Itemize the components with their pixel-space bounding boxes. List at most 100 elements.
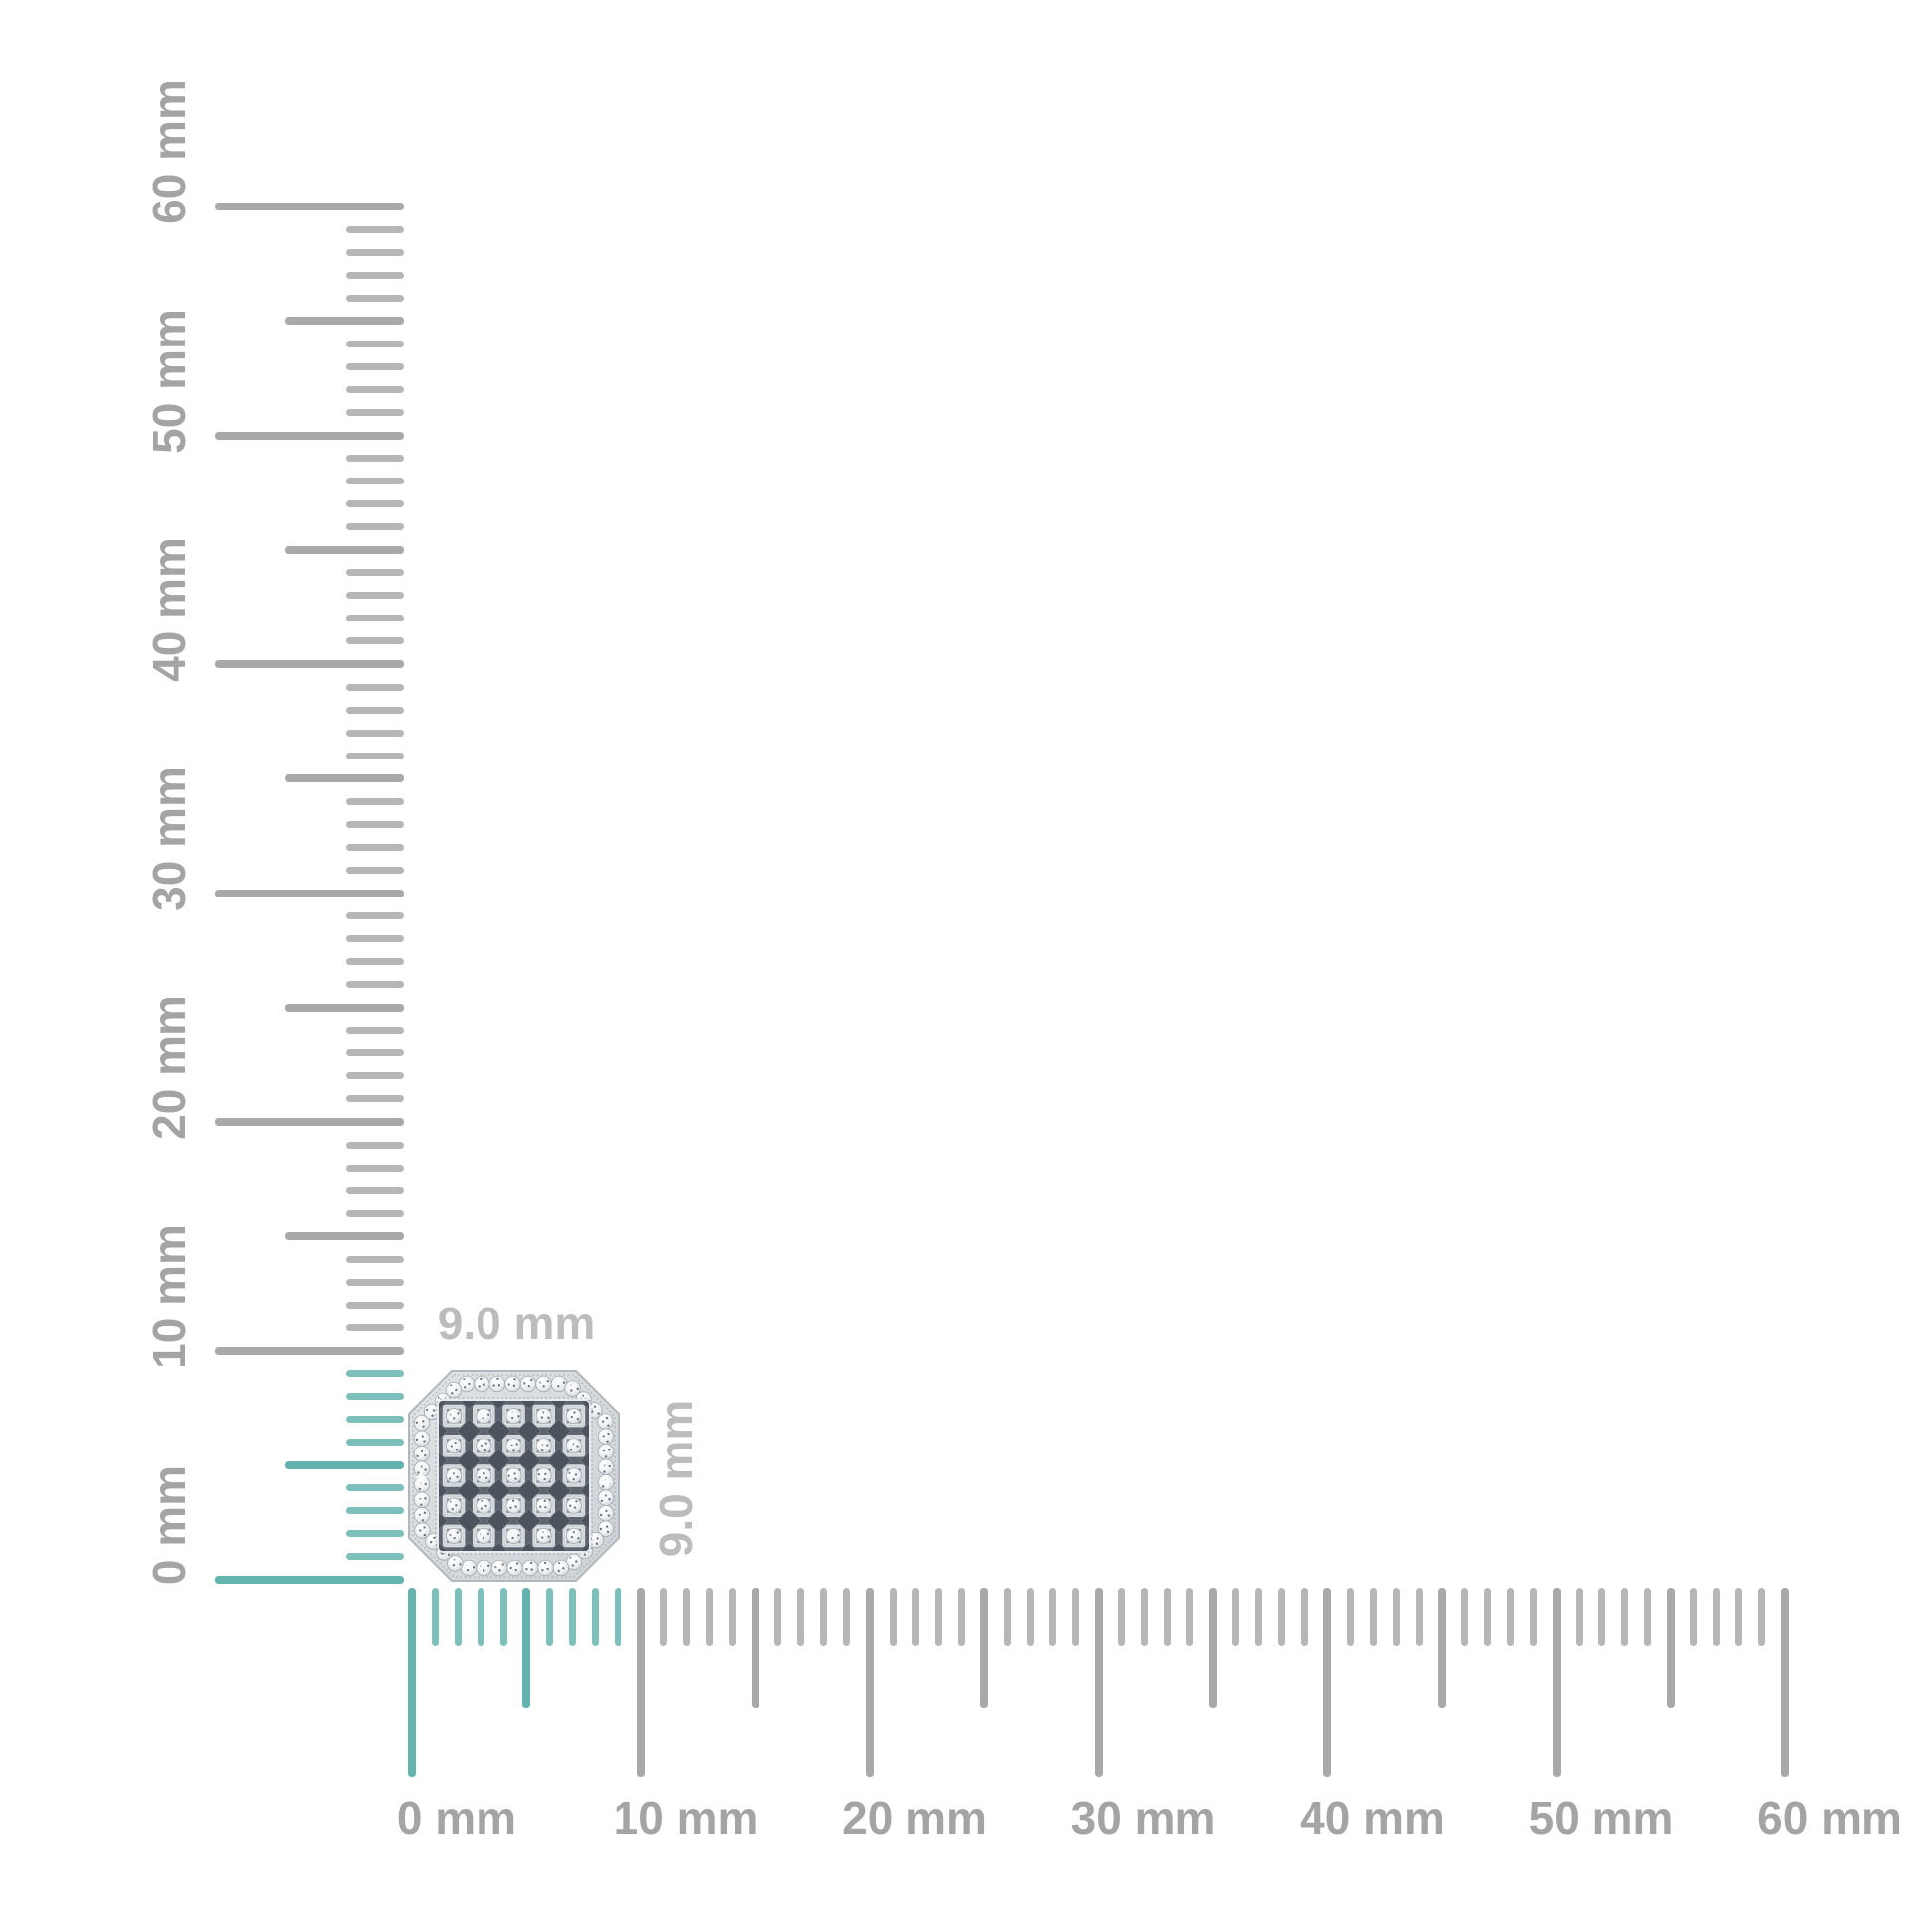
- stone-facet-speck: [515, 1562, 519, 1565]
- sparkle-star: [414, 1470, 428, 1484]
- stone-facet-speck: [608, 1449, 611, 1451]
- h-ruler-tick-49mm: [1529, 1588, 1537, 1646]
- stone-sparkle: [601, 1417, 605, 1421]
- h-ruler-tick-57mm: [1713, 1588, 1721, 1646]
- stone-sparkle: [450, 1501, 454, 1505]
- stone-facet-speck: [478, 1385, 481, 1388]
- stone-sparkle: [539, 1531, 543, 1535]
- pave-diamond: [535, 1438, 552, 1454]
- pave-cell-bevel: [445, 1496, 463, 1515]
- halo-diamond: [413, 1415, 431, 1432]
- h-ruler-tick-35mm: [1208, 1588, 1217, 1708]
- stone-sparkle: [539, 1471, 543, 1475]
- pave-cell-bevel: [534, 1407, 553, 1425]
- stone-facet-speck: [529, 1561, 533, 1565]
- halo-diamond: [597, 1428, 615, 1445]
- stone-facet-speck: [541, 1568, 544, 1572]
- stone-facet-speck: [453, 1417, 456, 1420]
- stone-facet-speck: [557, 1385, 560, 1388]
- frame-milgrain: [435, 1397, 593, 1555]
- stone-sparkle: [602, 1524, 606, 1528]
- stone-facet-speck: [415, 1438, 419, 1442]
- stone-facet-speck: [514, 1568, 517, 1572]
- stone-facet-speck: [595, 1542, 599, 1545]
- stone-facet-speck: [512, 1384, 516, 1388]
- stone-sparkle: [602, 1447, 606, 1451]
- v-ruler-tick-26mm: [346, 981, 404, 989]
- h-ruler-tick-27mm: [1026, 1588, 1034, 1646]
- stone-sparkle: [555, 1379, 559, 1383]
- halo-diamond: [413, 1446, 431, 1462]
- channel-intersection: [485, 1508, 511, 1534]
- v-ruler-tick-27mm: [346, 958, 404, 966]
- v-ruler-tick-58mm: [346, 248, 404, 256]
- stone-facet-speck: [424, 1497, 427, 1500]
- h-ruler-tick-29mm: [1071, 1588, 1079, 1646]
- stone-facet-speck: [482, 1537, 485, 1540]
- v-ruler-tick-11mm: [346, 1323, 404, 1331]
- pave-diamond: [446, 1527, 463, 1544]
- v-ruler-tick-29mm: [346, 912, 404, 920]
- stone-facet-speck: [576, 1445, 579, 1448]
- stone-facet-speck: [601, 1420, 605, 1423]
- h-ruler-tick-10mm: [636, 1588, 645, 1777]
- stone-facet-speck: [501, 1563, 504, 1566]
- h-ruler-tick-32mm: [1141, 1588, 1149, 1646]
- channel-intersection: [489, 1401, 508, 1410]
- v-ruler-tick-6mm: [346, 1439, 404, 1447]
- pave-cell-bevel: [475, 1437, 493, 1455]
- stone-sparkle: [480, 1471, 483, 1475]
- pave-diamond: [446, 1408, 463, 1425]
- stone-facet-speck: [607, 1432, 610, 1436]
- h-ruler-tick-40mm: [1323, 1588, 1331, 1777]
- stone-facet-speck: [606, 1440, 609, 1443]
- h-ruler-tick-43mm: [1392, 1588, 1400, 1646]
- h-ruler-tick-8mm: [591, 1588, 599, 1646]
- stone-facet-speck: [466, 1568, 470, 1572]
- stone-sparkle: [539, 1411, 543, 1415]
- h-ruler-tick-11mm: [660, 1588, 668, 1646]
- stone-facet-speck: [509, 1506, 512, 1509]
- stone-facet-speck: [572, 1478, 575, 1481]
- stone-facet-speck: [487, 1564, 490, 1568]
- pave-diamond: [565, 1497, 582, 1514]
- stone-sparkle: [463, 1379, 467, 1383]
- v-ruler-tick-44mm: [346, 569, 404, 577]
- stone-sparkle: [570, 1531, 574, 1535]
- channel-intersection: [456, 1418, 482, 1444]
- h-ruler-tick-4mm: [499, 1588, 507, 1646]
- v-ruler-tick-19mm: [346, 1141, 404, 1149]
- v-ruler-tick-20mm: [215, 1118, 404, 1126]
- stone-facet-speck: [596, 1537, 599, 1540]
- v-ruler-tick-55mm: [285, 317, 404, 326]
- v-ruler-tick-4mm: [346, 1484, 404, 1492]
- stone-sparkle: [602, 1462, 606, 1466]
- v-ruler-tick-42mm: [346, 615, 404, 622]
- h-ruler-label-10mm: 10 mm: [613, 1792, 759, 1844]
- halo-diamond: [414, 1522, 431, 1539]
- pave-diamond: [446, 1438, 463, 1454]
- stone-sparkle: [480, 1442, 483, 1446]
- halo-diamond: [550, 1375, 568, 1393]
- pave-cell-bevel: [534, 1437, 553, 1455]
- stone-facet-speck: [511, 1536, 514, 1540]
- v-ruler-tick-60mm: [215, 203, 404, 210]
- stone-facet-speck: [421, 1435, 424, 1438]
- stone-sparkle: [493, 1379, 497, 1383]
- halo-diamond: [597, 1505, 615, 1522]
- v-ruler-label-30mm: 30 mm: [143, 765, 195, 911]
- stone-facet-speck: [498, 1569, 501, 1572]
- stone-sparkle: [450, 1531, 454, 1535]
- stone-sparkle: [570, 1557, 574, 1561]
- stone-facet-speck: [431, 1414, 434, 1417]
- stone-facet-speck: [511, 1416, 514, 1420]
- stone-facet-speck: [463, 1386, 467, 1389]
- channel-intersection: [439, 1451, 448, 1470]
- v-ruler-tick-40mm: [215, 660, 404, 668]
- h-ruler-tick-34mm: [1186, 1588, 1194, 1646]
- channel-intersection: [485, 1418, 511, 1444]
- v-ruler-label-50mm: 50 mm: [143, 308, 195, 454]
- v-ruler-tick-39mm: [346, 683, 404, 691]
- pave-diamond: [476, 1467, 492, 1484]
- h-ruler-tick-36mm: [1232, 1588, 1240, 1646]
